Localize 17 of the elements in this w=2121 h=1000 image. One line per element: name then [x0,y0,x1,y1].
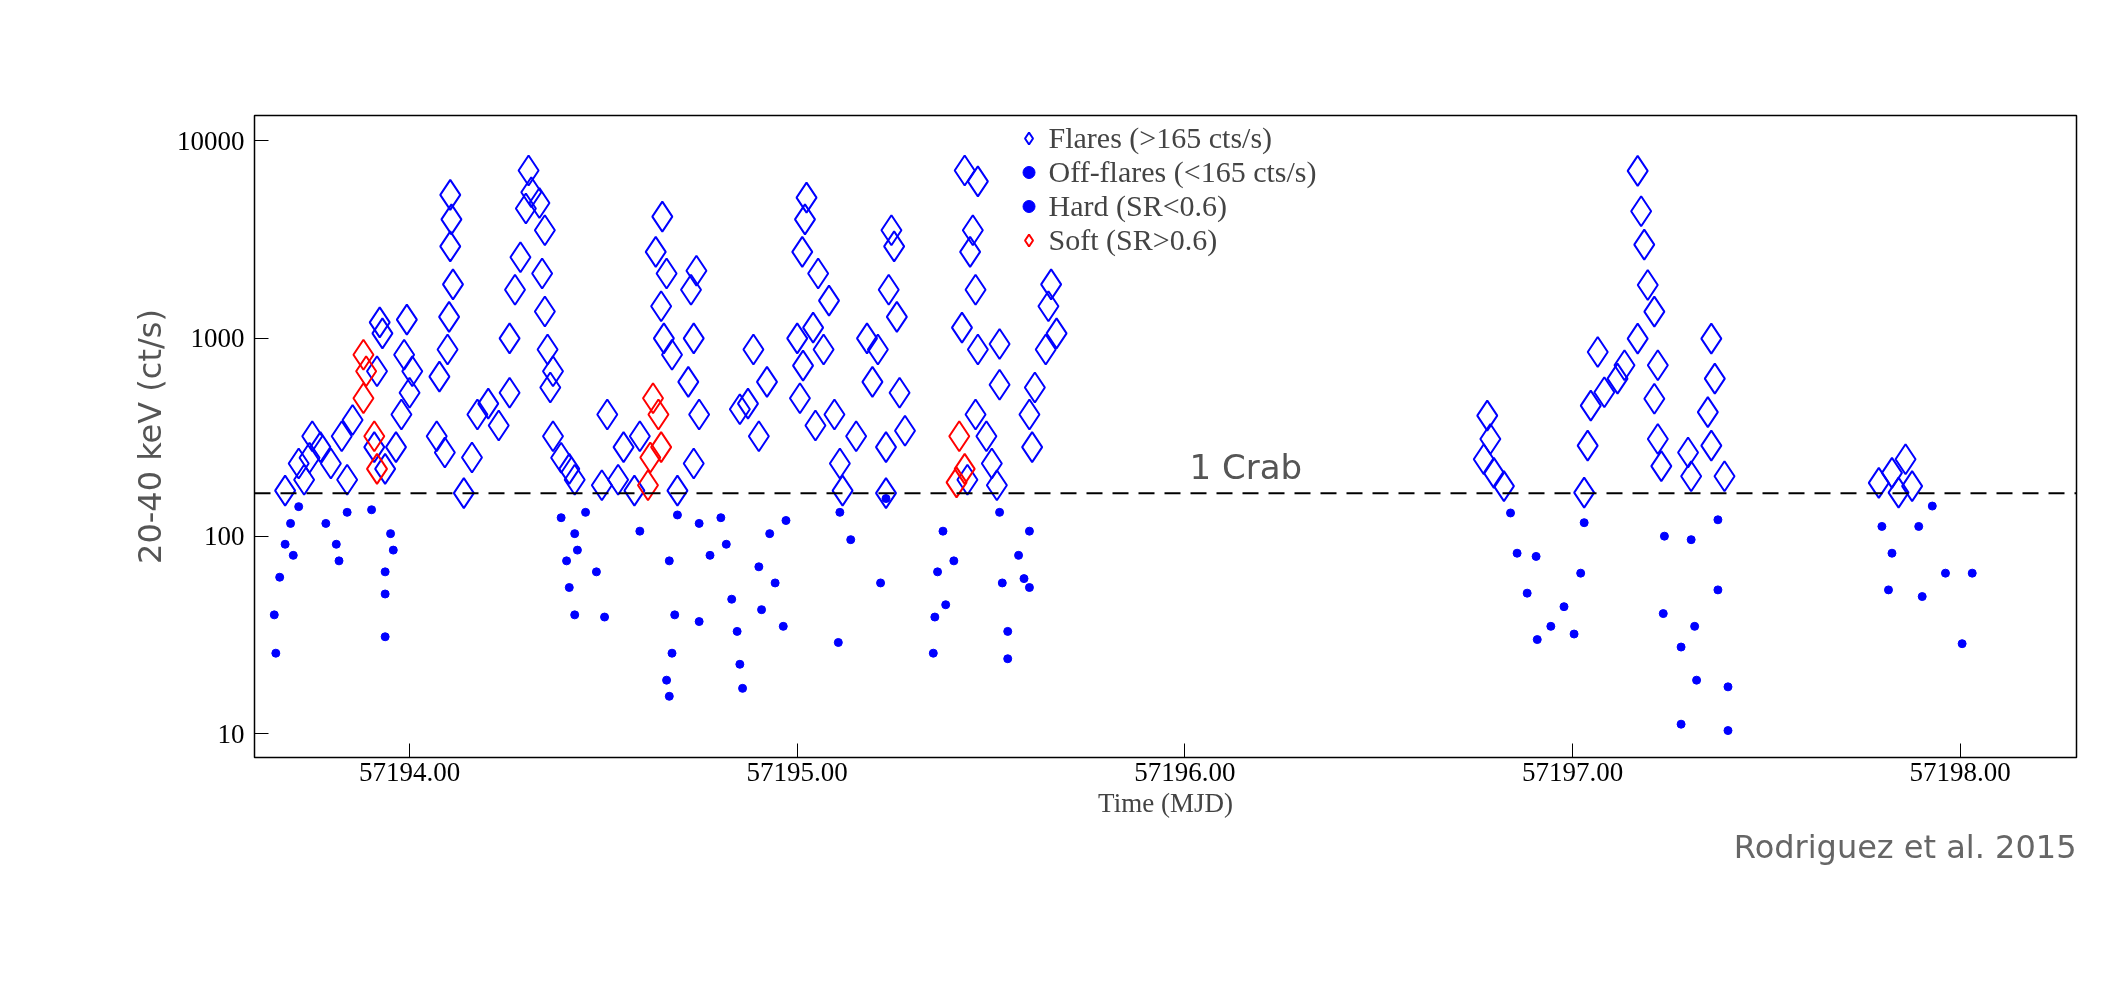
x-tick-label: 57194.00 [358,756,461,787]
y-tick-label: 10 [217,718,245,749]
x-tick-label: 57197.00 [1521,756,1624,787]
x-tick-label: 57196.00 [1134,756,1236,787]
x-tick-label: 57195.00 [746,756,848,787]
text: Rodriguez et al. 2015 [1733,827,2077,866]
legend-label: Soft (SR>0.6) [1048,223,1218,257]
x-axis-title: Time (MJD) [1098,787,1233,818]
ref-line-label: 1 Crab [1189,447,1303,488]
y-tick-label: 1000 [190,323,245,354]
y-tick-label: 10000 [177,125,245,156]
y-axis-title: 20-40 keV (ct/s) [131,309,169,564]
legend-label: Flares (>165 cts/s) [1048,121,1273,155]
x-tick-label: 57198.00 [1909,756,2011,787]
annotation: Hard (SR<0.6) [1048,189,1228,223]
y-tick-label: 100 [204,521,245,552]
legend-label: Off-flares (<165 cts/s) [1048,155,1317,189]
